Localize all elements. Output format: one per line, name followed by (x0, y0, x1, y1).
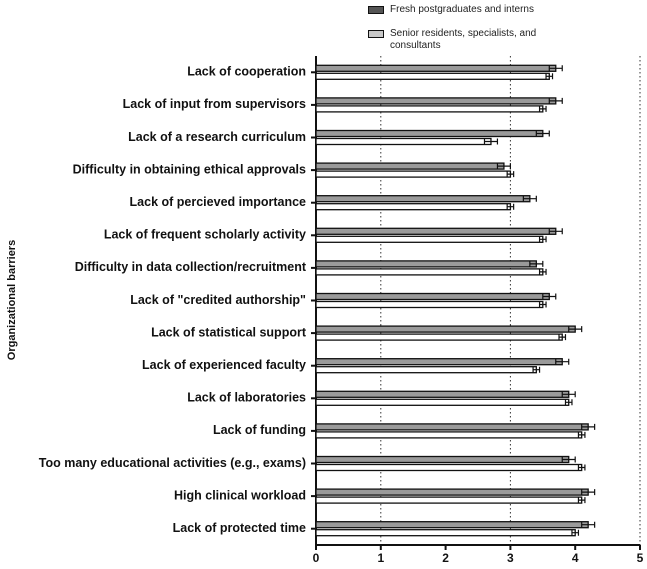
x-tick-label: 3 (507, 551, 514, 565)
bar (315, 358, 563, 366)
y-tick-label: Lack of statistical support (151, 325, 307, 339)
legend-item: Fresh postgraduates and interns (368, 4, 540, 16)
error-bar (581, 423, 596, 430)
y-tick-label: Lack of a research curriculum (128, 130, 306, 144)
y-tick-label: High clinical workload (174, 488, 306, 502)
error-bar (483, 138, 499, 145)
bar (315, 300, 544, 309)
bar (315, 203, 512, 211)
bar (315, 227, 557, 235)
x-tick-label: 1 (377, 551, 384, 565)
y-tick-label: Lack of "credited authorship" (130, 293, 306, 307)
bar (315, 521, 589, 529)
error-bar (561, 391, 576, 398)
error-bar (564, 399, 573, 406)
y-tick-label: Difficulty in data collection/recruitmen… (75, 260, 307, 274)
error-bar (542, 293, 557, 300)
bar (315, 105, 544, 113)
bar (315, 260, 537, 268)
y-tick-label: Lack of experienced faculty (142, 358, 306, 372)
bar (315, 195, 531, 203)
y-tick-label: Too many educational activities (e.g., e… (39, 456, 306, 470)
error-bar (548, 65, 563, 72)
bar (315, 97, 557, 105)
error-bar (538, 301, 547, 308)
error-bar (538, 236, 547, 243)
error-bar (538, 268, 547, 275)
error-bar (506, 203, 515, 210)
error-bar (532, 366, 541, 373)
x-tick-label: 4 (572, 551, 579, 565)
y-tick-label: Lack of funding (213, 423, 306, 437)
y-tick-label: Lack of cooperation (187, 65, 306, 79)
bar (315, 72, 550, 80)
legend-swatch (368, 6, 384, 14)
bar (315, 325, 576, 333)
legend-swatch (368, 30, 384, 38)
legend-label: Senior residents, specialists, and consu… (390, 28, 537, 51)
bar (315, 64, 557, 72)
error-bar (581, 521, 596, 528)
bar (315, 496, 583, 504)
error-bar (496, 163, 511, 170)
error-bar (568, 326, 583, 333)
bar (315, 463, 583, 472)
error-bar (577, 464, 586, 471)
bar (315, 268, 544, 276)
bar (315, 235, 544, 243)
error-bar (558, 334, 567, 341)
x-tick-label: 5 (637, 551, 644, 565)
bar (315, 137, 492, 146)
bar (315, 333, 563, 341)
y-tick-label: Lack of percieved importance (130, 195, 307, 209)
y-tick-label: Lack of frequent scholarly activity (104, 228, 306, 242)
error-bar (577, 497, 586, 504)
error-bar (555, 358, 570, 365)
error-bar (529, 260, 544, 267)
error-bar (522, 195, 537, 202)
y-tick-label: Lack of input from supervisors (123, 97, 306, 111)
y-tick-label: Lack of protected time (173, 521, 306, 535)
bar (315, 292, 550, 301)
error-bar (577, 431, 586, 438)
error-bar (561, 456, 576, 463)
error-bar (506, 171, 515, 178)
error-bar (581, 489, 596, 496)
legend-label: Fresh postgraduates and interns (390, 4, 534, 15)
bar (315, 529, 576, 537)
bar (315, 398, 570, 406)
y-tick-label: Difficulty in obtaining ethical approval… (73, 162, 306, 176)
x-tick-label: 2 (442, 551, 449, 565)
bar (315, 423, 589, 431)
error-bar (548, 97, 563, 104)
error-bar (548, 228, 563, 235)
error-bar (545, 73, 554, 80)
y-axis-label: Organizational barriers (6, 240, 18, 360)
bar (315, 129, 544, 138)
y-tick-label: Lack of laboratories (187, 391, 306, 405)
bar (315, 162, 505, 170)
legend-item: Senior residents, specialists, and consu… (368, 28, 540, 52)
bar (315, 170, 512, 178)
bar (315, 488, 589, 496)
error-bar (535, 130, 550, 137)
bar (315, 366, 537, 374)
bar (315, 455, 570, 464)
bar (315, 431, 583, 439)
error-bar (571, 529, 580, 536)
x-tick-label: 0 (313, 551, 320, 565)
bar (315, 390, 570, 398)
error-bar (538, 105, 547, 112)
